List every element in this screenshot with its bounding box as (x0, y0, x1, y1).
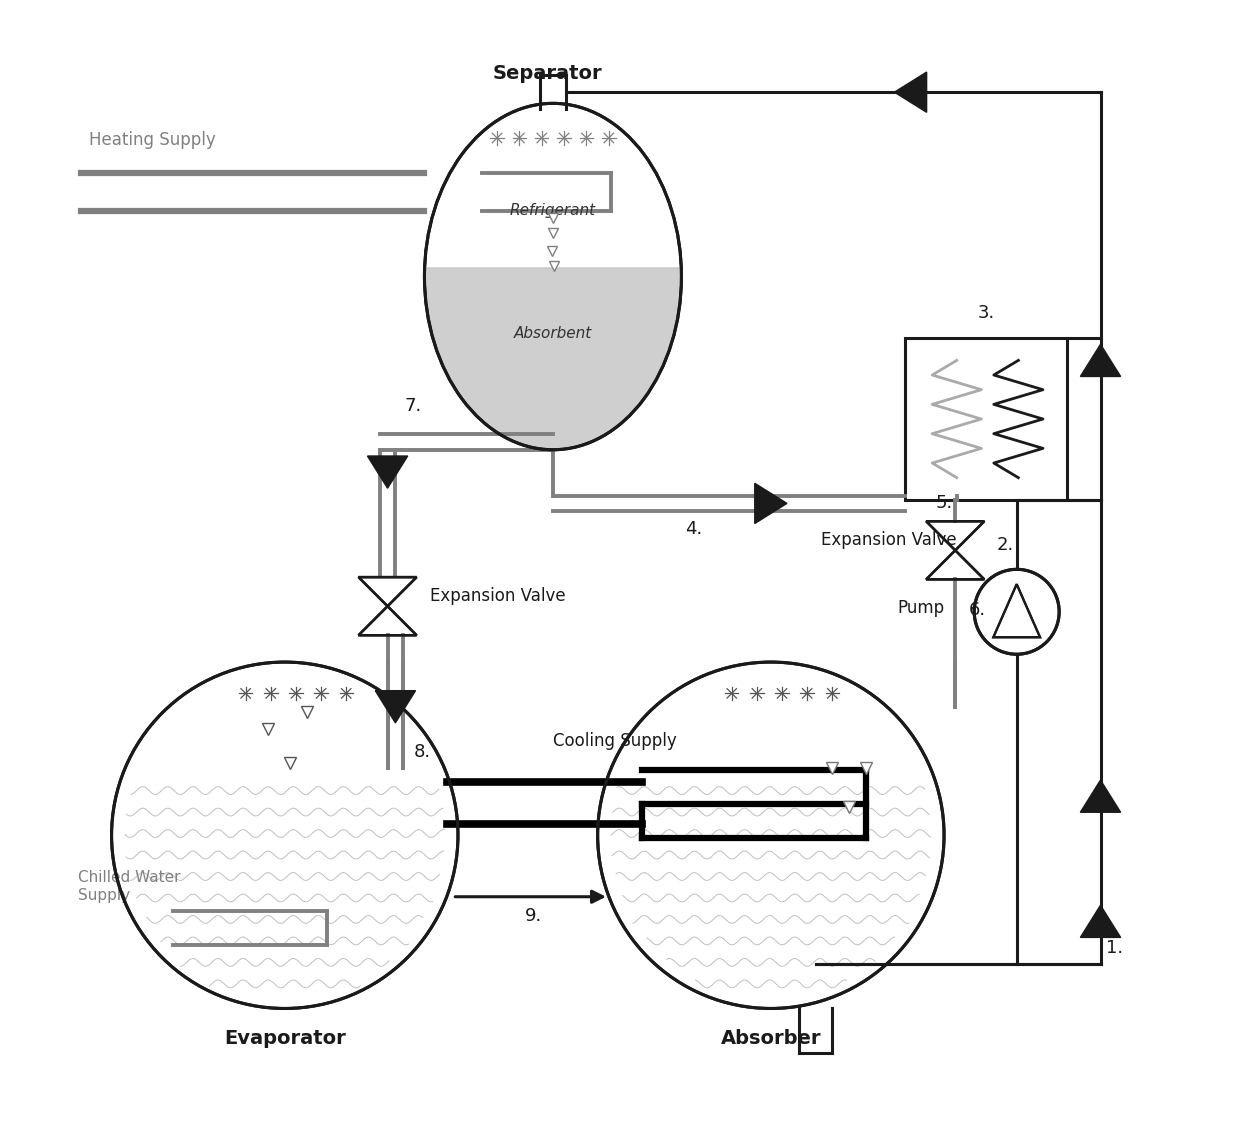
Text: 9.: 9. (525, 907, 542, 925)
Text: Chilled Water
Supply: Chilled Water Supply (78, 870, 181, 903)
Text: Cooling Supply: Cooling Supply (553, 732, 677, 750)
Text: 2.: 2. (997, 537, 1014, 555)
Text: 8.: 8. (413, 743, 430, 761)
Polygon shape (424, 268, 682, 449)
Text: Evaporator: Evaporator (224, 1030, 346, 1048)
Text: 7.: 7. (404, 396, 422, 414)
Bar (905, 338, 1066, 500)
Text: Separator: Separator (492, 64, 603, 83)
Polygon shape (1080, 905, 1121, 938)
Polygon shape (755, 483, 787, 523)
Text: Expansion Valve: Expansion Valve (430, 586, 565, 604)
Polygon shape (367, 456, 408, 489)
Text: 6.: 6. (968, 601, 986, 619)
Text: Refrigerant: Refrigerant (510, 203, 596, 218)
Polygon shape (1080, 345, 1121, 376)
Polygon shape (376, 691, 415, 723)
Bar (539, 81, 567, 115)
Text: Absorbent: Absorbent (513, 326, 591, 341)
Text: 1.: 1. (1106, 939, 1123, 957)
Text: 4.: 4. (684, 520, 702, 538)
Text: 3.: 3. (977, 304, 994, 322)
Text: Heating Supply: Heating Supply (89, 130, 216, 148)
Polygon shape (894, 72, 926, 112)
Text: Expansion Valve: Expansion Valve (821, 531, 957, 549)
Text: Absorber: Absorber (720, 1030, 821, 1048)
Text: 5.: 5. (935, 494, 952, 512)
Polygon shape (1080, 780, 1121, 812)
Text: Pump: Pump (897, 600, 944, 618)
